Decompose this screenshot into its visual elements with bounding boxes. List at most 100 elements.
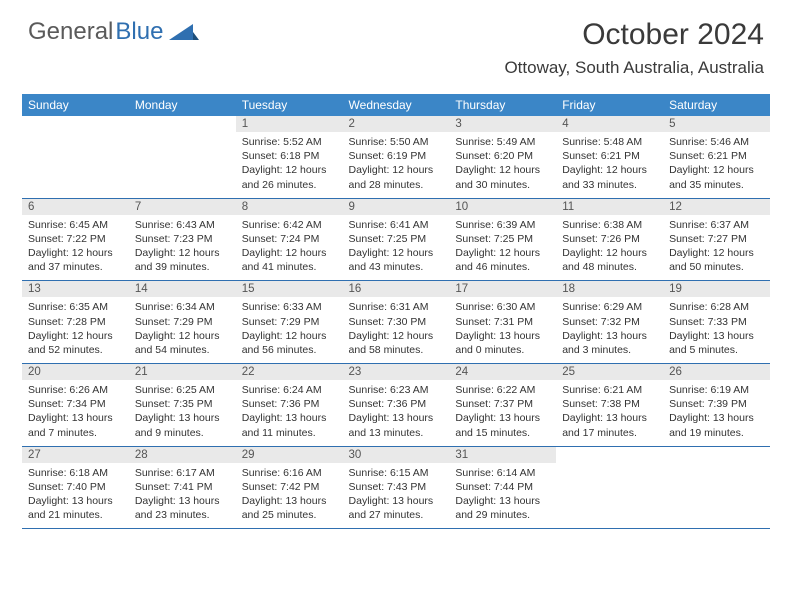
- day-detail-line: Sunrise: 6:22 AM: [455, 383, 550, 397]
- day-detail-line: Sunrise: 6:43 AM: [135, 218, 230, 232]
- calendar-cell: 17 Sunrise: 6:30 AMSunset: 7:31 PMDayligh…: [449, 281, 556, 364]
- day-detail-line: Daylight: 12 hours: [455, 163, 550, 177]
- day-details: Sunrise: 6:38 AMSunset: 7:26 PMDaylight:…: [556, 215, 663, 281]
- day-number: 2: [343, 116, 450, 132]
- day-detail-line: Daylight: 13 hours: [349, 411, 444, 425]
- day-number: 17: [449, 281, 556, 297]
- calendar-cell: 26Sunrise: 6:19 AMSunset: 7:39 PMDayligh…: [663, 364, 770, 447]
- day-number: 13: [22, 281, 129, 297]
- calendar-cell: 28Sunrise: 6:17 AMSunset: 7:41 PMDayligh…: [129, 446, 236, 529]
- day-number: 5: [663, 116, 770, 132]
- day-detail-line: and 21 minutes.: [28, 508, 123, 522]
- day-detail-line: and 37 minutes.: [28, 260, 123, 274]
- day-detail-line: Sunrise: 6:29 AM: [562, 300, 657, 314]
- day-detail-line: Daylight: 13 hours: [242, 411, 337, 425]
- day-detail-line: Sunrise: 6:21 AM: [562, 383, 657, 397]
- day-details: Sunrise: 6:18 AMSunset: 7:40 PMDaylight:…: [22, 463, 129, 529]
- day-detail-line: Daylight: 13 hours: [28, 494, 123, 508]
- logo-triangle-icon: [169, 22, 199, 42]
- logo: GeneralBlue: [28, 18, 199, 46]
- day-details: Sunrise: 6:42 AMSunset: 7:24 PMDaylight:…: [236, 215, 343, 281]
- day-details: Sunrise: 6:33 AMSunset: 7:29 PMDaylight:…: [236, 297, 343, 363]
- calendar-cell: 21Sunrise: 6:25 AMSunset: 7:35 PMDayligh…: [129, 364, 236, 447]
- day-details: Sunrise: 6:26 AMSunset: 7:34 PMDaylight:…: [22, 380, 129, 446]
- day-number: 4: [556, 116, 663, 132]
- logo-text-general: General: [28, 18, 113, 46]
- day-detail-line: Daylight: 13 hours: [135, 411, 230, 425]
- day-detail-line: Daylight: 13 hours: [669, 329, 764, 343]
- day-detail-line: and 33 minutes.: [562, 178, 657, 192]
- day-number: 27: [22, 447, 129, 463]
- day-number: 26: [663, 364, 770, 380]
- day-detail-line: Daylight: 12 hours: [28, 246, 123, 260]
- day-detail-line: Daylight: 12 hours: [562, 163, 657, 177]
- day-detail-line: Sunrise: 6:42 AM: [242, 218, 337, 232]
- day-detail-line: Sunrise: 6:26 AM: [28, 383, 123, 397]
- day-detail-line: Sunrise: 5:52 AM: [242, 135, 337, 149]
- day-detail-line: and 25 minutes.: [242, 508, 337, 522]
- day-detail-line: Daylight: 12 hours: [349, 329, 444, 343]
- day-number: 7: [129, 199, 236, 215]
- day-detail-line: and 13 minutes.: [349, 426, 444, 440]
- calendar-table: SundayMondayTuesdayWednesdayThursdayFrid…: [22, 94, 770, 529]
- day-number: [663, 447, 770, 463]
- calendar-cell: [556, 446, 663, 529]
- calendar-cell: 11Sunrise: 6:38 AMSunset: 7:26 PMDayligh…: [556, 198, 663, 281]
- day-detail-line: Sunrise: 6:39 AM: [455, 218, 550, 232]
- day-detail-line: and 48 minutes.: [562, 260, 657, 274]
- day-number: 31: [449, 447, 556, 463]
- calendar-cell: 19Sunrise: 6:28 AMSunset: 7:33 PMDayligh…: [663, 281, 770, 364]
- day-detail-line: Sunset: 6:19 PM: [349, 149, 444, 163]
- calendar-cell: 2Sunrise: 5:50 AMSunset: 6:19 PMDaylight…: [343, 116, 450, 198]
- day-number: 3: [449, 116, 556, 132]
- day-detail-line: Sunset: 7:28 PM: [28, 315, 123, 329]
- day-detail-line: Sunset: 7:29 PM: [135, 315, 230, 329]
- day-detail-line: Sunrise: 6:41 AM: [349, 218, 444, 232]
- day-detail-line: Sunset: 7:33 PM: [669, 315, 764, 329]
- day-detail-line: Sunrise: 6:19 AM: [669, 383, 764, 397]
- day-number: 21: [129, 364, 236, 380]
- day-number: 12: [663, 199, 770, 215]
- day-detail-line: Sunset: 7:36 PM: [242, 397, 337, 411]
- day-detail-line: and 58 minutes.: [349, 343, 444, 357]
- day-number: 19: [663, 281, 770, 297]
- day-detail-line: Sunset: 7:31 PM: [455, 315, 550, 329]
- day-detail-line: Sunrise: 6:30 AM: [455, 300, 550, 314]
- day-detail-line: Sunset: 7:27 PM: [669, 232, 764, 246]
- calendar-cell: 23Sunrise: 6:23 AMSunset: 7:36 PMDayligh…: [343, 364, 450, 447]
- calendar-cell: 9Sunrise: 6:41 AMSunset: 7:25 PMDaylight…: [343, 198, 450, 281]
- day-number: 24: [449, 364, 556, 380]
- calendar-cell: 27Sunrise: 6:18 AMSunset: 7:40 PMDayligh…: [22, 446, 129, 529]
- day-detail-line: Daylight: 12 hours: [135, 246, 230, 260]
- day-number: 14: [129, 281, 236, 297]
- day-header: Thursday: [449, 94, 556, 116]
- day-detail-line: Sunrise: 6:33 AM: [242, 300, 337, 314]
- calendar-cell: [22, 116, 129, 198]
- day-detail-line: Daylight: 13 hours: [455, 329, 550, 343]
- day-header: Monday: [129, 94, 236, 116]
- day-detail-line: and 5 minutes.: [669, 343, 764, 357]
- day-detail-line: Sunset: 7:25 PM: [349, 232, 444, 246]
- day-details: Sunrise: 6:25 AMSunset: 7:35 PMDaylight:…: [129, 380, 236, 446]
- day-details: Sunrise: 6:19 AMSunset: 7:39 PMDaylight:…: [663, 380, 770, 446]
- calendar-cell: 3Sunrise: 5:49 AMSunset: 6:20 PMDaylight…: [449, 116, 556, 198]
- day-details: [129, 132, 236, 190]
- day-detail-line: and 3 minutes.: [562, 343, 657, 357]
- day-detail-line: Daylight: 12 hours: [562, 246, 657, 260]
- day-detail-line: Daylight: 13 hours: [242, 494, 337, 508]
- day-detail-line: and 54 minutes.: [135, 343, 230, 357]
- day-details: Sunrise: 6:39 AMSunset: 7:25 PMDaylight:…: [449, 215, 556, 281]
- day-detail-line: Daylight: 12 hours: [135, 329, 230, 343]
- day-number: 20: [22, 364, 129, 380]
- day-number: 6: [22, 199, 129, 215]
- day-detail-line: Sunrise: 5:48 AM: [562, 135, 657, 149]
- day-detail-line: Daylight: 13 hours: [135, 494, 230, 508]
- day-number: 30: [343, 447, 450, 463]
- day-detail-line: Sunset: 7:22 PM: [28, 232, 123, 246]
- day-detail-line: Daylight: 13 hours: [349, 494, 444, 508]
- day-detail-line: Sunset: 7:30 PM: [349, 315, 444, 329]
- day-detail-line: Sunset: 7:40 PM: [28, 480, 123, 494]
- day-details: Sunrise: 6:34 AMSunset: 7:29 PMDaylight:…: [129, 297, 236, 363]
- day-detail-line: and 26 minutes.: [242, 178, 337, 192]
- day-detail-line: Sunset: 6:18 PM: [242, 149, 337, 163]
